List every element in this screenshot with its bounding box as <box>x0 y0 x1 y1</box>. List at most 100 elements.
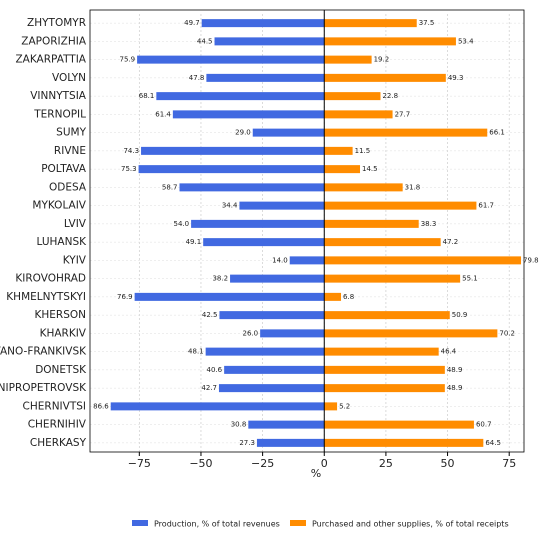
bar <box>224 365 325 374</box>
value-label: 58.7 <box>162 183 178 191</box>
value-label: 46.4 <box>441 348 457 356</box>
y-tick-label: SUMY <box>56 127 86 139</box>
bar <box>172 110 325 119</box>
bar <box>324 201 477 210</box>
value-label: 53.4 <box>458 37 474 45</box>
bar <box>324 110 393 119</box>
x-tick-label: 75 <box>502 457 516 470</box>
bar <box>324 420 474 429</box>
bar <box>324 128 488 137</box>
plot-frame <box>89 9 525 453</box>
bar <box>324 274 461 283</box>
value-label: 49.7 <box>184 19 200 27</box>
value-label: 14.0 <box>272 256 288 264</box>
value-label: 79.8 <box>523 256 539 264</box>
bar <box>230 274 325 283</box>
y-tick-label: MYKOLAIV <box>32 200 86 212</box>
bar <box>324 347 439 356</box>
bar <box>324 146 353 155</box>
bar <box>256 438 325 447</box>
y-tick-label: CHERNIHIV <box>28 419 87 431</box>
value-label: 54.0 <box>174 220 190 228</box>
value-label: 64.5 <box>485 439 501 447</box>
value-label: 26.0 <box>243 329 259 337</box>
bar <box>324 238 441 247</box>
bar <box>324 256 522 265</box>
value-label: 61.7 <box>478 202 494 210</box>
bar <box>239 201 325 210</box>
y-tick-label: VOLYN <box>52 72 86 84</box>
value-label: 6.8 <box>343 293 354 301</box>
y-tick-label: KYIV <box>63 254 87 266</box>
value-label: 19.2 <box>374 56 390 64</box>
bar <box>134 292 325 301</box>
bar <box>260 329 325 338</box>
value-label: 38.2 <box>212 275 228 283</box>
value-label: 75.3 <box>121 165 137 173</box>
bar <box>214 37 325 46</box>
value-label: 76.9 <box>117 293 133 301</box>
bar <box>324 292 342 301</box>
bar <box>141 146 325 155</box>
bar <box>324 183 403 192</box>
value-label: 48.9 <box>447 384 463 392</box>
x-tick-label: −75 <box>128 457 151 470</box>
y-tick-label: ZAPORIZHIA <box>21 35 87 47</box>
bar <box>324 55 372 64</box>
bar <box>138 165 325 174</box>
value-label: 34.4 <box>222 202 238 210</box>
legend-label: Purchased and other supplies, % of total… <box>312 520 509 529</box>
bar <box>324 329 498 338</box>
y-tick-label: ZAKARPATTIA <box>15 54 86 66</box>
bar <box>324 19 417 28</box>
bar <box>324 438 484 447</box>
bar <box>324 219 419 228</box>
value-label: 75.9 <box>120 56 136 64</box>
y-tick-label: VINNYTSIA <box>30 90 87 102</box>
bar <box>137 55 325 64</box>
value-label: 47.2 <box>443 238 459 246</box>
value-label: 74.3 <box>123 147 139 155</box>
bar <box>324 384 445 393</box>
y-tick-label: KHERSON <box>35 309 87 321</box>
value-label: 37.5 <box>419 19 435 27</box>
value-label: 47.8 <box>189 74 205 82</box>
bar <box>206 73 325 82</box>
value-label: 55.1 <box>462 275 478 283</box>
y-tick-label: LVIV <box>64 218 87 230</box>
y-tick-label: KHMELNYTSKYI <box>6 291 86 303</box>
value-label: 42.5 <box>202 311 218 319</box>
value-label: 38.3 <box>421 220 437 228</box>
bar <box>324 365 445 374</box>
x-tick-label: 25 <box>379 457 393 470</box>
value-label: 5.2 <box>339 402 350 410</box>
value-label: 31.8 <box>405 183 421 191</box>
value-label: 49.1 <box>186 238 202 246</box>
y-tick-label: DNIPROPETROVSK <box>0 382 87 394</box>
bar <box>203 238 325 247</box>
value-label: 27.3 <box>239 439 255 447</box>
value-label: 29.0 <box>235 129 251 137</box>
bar <box>179 183 325 192</box>
value-label: 61.4 <box>155 110 171 118</box>
bar <box>252 128 325 137</box>
value-label: 27.7 <box>395 110 411 118</box>
x-axis-label: % <box>311 467 321 480</box>
bar <box>324 402 338 411</box>
value-label: 42.7 <box>201 384 217 392</box>
y-tick-label: RIVNE <box>54 145 86 157</box>
value-label: 68.1 <box>139 92 155 100</box>
bar <box>324 311 450 320</box>
value-label: 40.6 <box>207 366 223 374</box>
value-label: 70.2 <box>499 329 515 337</box>
y-tick-label: CHERNIVTSI <box>23 400 86 412</box>
y-tick-label: LUHANSK <box>37 236 88 248</box>
x-tick-label: 0 <box>321 457 328 470</box>
bar <box>324 92 381 101</box>
x-tick-label: 50 <box>441 457 455 470</box>
value-label: 49.3 <box>448 74 464 82</box>
bar <box>191 219 325 228</box>
bar <box>110 402 325 411</box>
legend-swatch <box>290 520 306 526</box>
